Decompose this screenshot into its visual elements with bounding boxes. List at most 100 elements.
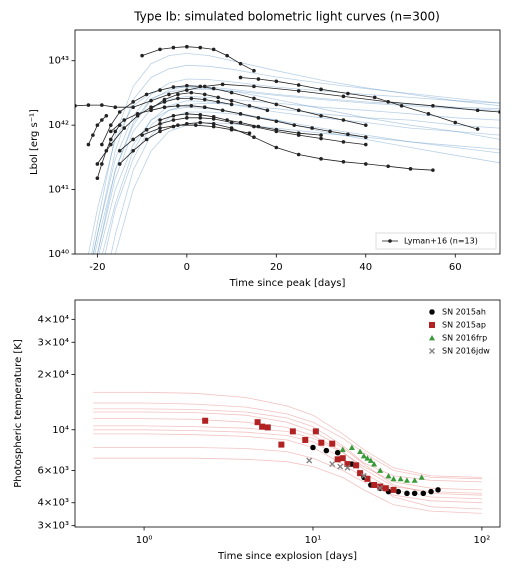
observed-point <box>211 114 216 119</box>
observed-point <box>131 148 135 153</box>
y-tick-label: 10⁴⁰ <box>48 249 69 260</box>
observed-point <box>108 137 113 142</box>
observed-point <box>198 116 203 120</box>
observed-point <box>225 118 229 122</box>
observed-point <box>86 142 91 147</box>
observed-point <box>211 47 216 52</box>
simulated-curve <box>93 411 482 496</box>
observed-point <box>176 123 180 127</box>
marker <box>364 455 371 461</box>
y-tick-label: 10⁴² <box>48 120 69 131</box>
observed-point <box>75 103 77 108</box>
observed-point <box>475 127 480 131</box>
observed-point <box>202 105 207 110</box>
observed-point <box>220 108 225 113</box>
marker <box>364 475 371 482</box>
marker <box>385 472 392 479</box>
simulated-curve <box>101 100 500 254</box>
observed-point <box>108 123 113 127</box>
observed-point <box>238 112 243 116</box>
observed-point <box>372 95 377 100</box>
simulated-curve <box>93 433 482 510</box>
observed-point <box>346 91 350 96</box>
marker <box>329 440 336 447</box>
observed-point <box>189 90 194 95</box>
simulated-curve <box>93 391 482 478</box>
simulated-curve <box>94 88 500 254</box>
simulated-curve <box>93 447 482 504</box>
marker <box>344 461 351 468</box>
observed-point <box>95 176 100 181</box>
observed-point <box>149 98 153 103</box>
x-tick-label: 60 <box>449 262 462 273</box>
observed-point <box>341 94 346 99</box>
marker <box>403 477 410 483</box>
legend-label: SN 2015ap <box>442 321 486 330</box>
observed-point <box>171 118 176 122</box>
simulated-curve <box>93 408 482 483</box>
observed-point <box>252 96 256 101</box>
observed-point <box>247 103 252 108</box>
x-tick-label: -20 <box>89 262 105 273</box>
y-tick-label: 10⁴¹ <box>48 185 69 196</box>
observed-point <box>86 103 91 107</box>
observed-point <box>198 45 203 50</box>
marker <box>397 475 404 482</box>
observed-point <box>176 92 180 97</box>
observed-point <box>158 88 162 92</box>
observed-point <box>113 105 118 110</box>
observed-point <box>108 142 113 147</box>
marker <box>371 461 378 467</box>
marker <box>309 444 317 451</box>
simulated-curve <box>93 418 482 494</box>
marker <box>367 457 374 463</box>
x-tick-label: 40 <box>359 262 372 273</box>
observed-point <box>296 108 301 113</box>
observed-point <box>140 133 144 137</box>
marker <box>418 474 425 480</box>
y-tick-label: 4×10⁴ <box>38 314 69 325</box>
plot-area <box>93 391 482 514</box>
observed-point <box>100 142 104 147</box>
observed-point <box>256 77 261 81</box>
observed-point <box>185 116 189 120</box>
marker <box>357 470 364 477</box>
observed-point <box>158 118 162 122</box>
observed-point <box>171 113 176 118</box>
marker <box>427 488 435 495</box>
observed-point <box>363 123 368 127</box>
observed-point <box>185 88 189 92</box>
observed-point <box>185 44 189 49</box>
marker <box>323 447 330 454</box>
observed-point <box>158 129 162 134</box>
observed-point <box>117 162 122 166</box>
observed-point <box>386 164 390 169</box>
observed-point <box>386 100 390 104</box>
observed-point <box>198 84 203 89</box>
marker <box>264 424 271 431</box>
y-tick-label: 2×10⁴ <box>38 370 69 381</box>
x-tick-label: 10¹ <box>305 535 322 546</box>
marker <box>382 485 389 492</box>
y-tick-label: 10⁴ <box>52 425 69 436</box>
observed-point <box>498 110 500 114</box>
marker <box>302 436 309 443</box>
observed-point <box>211 86 216 91</box>
marker <box>403 490 411 497</box>
observed-point <box>296 131 301 136</box>
axes-frame <box>74 29 501 255</box>
observed-point <box>202 92 207 97</box>
observed-point <box>100 103 104 107</box>
marker <box>371 481 378 488</box>
observed-curve <box>119 122 433 171</box>
y-tick-label: 6×10³ <box>38 465 69 476</box>
observed-point <box>108 129 113 134</box>
simulated-curve <box>93 457 482 514</box>
x-tick-label: 10⁰ <box>136 535 153 546</box>
observed-point <box>319 133 323 137</box>
simulated-curve <box>88 86 500 254</box>
observed-point <box>274 145 279 150</box>
x-axis-label: Time since explosion [days] <box>217 551 357 562</box>
observed-point <box>131 105 135 110</box>
marker <box>344 464 351 471</box>
